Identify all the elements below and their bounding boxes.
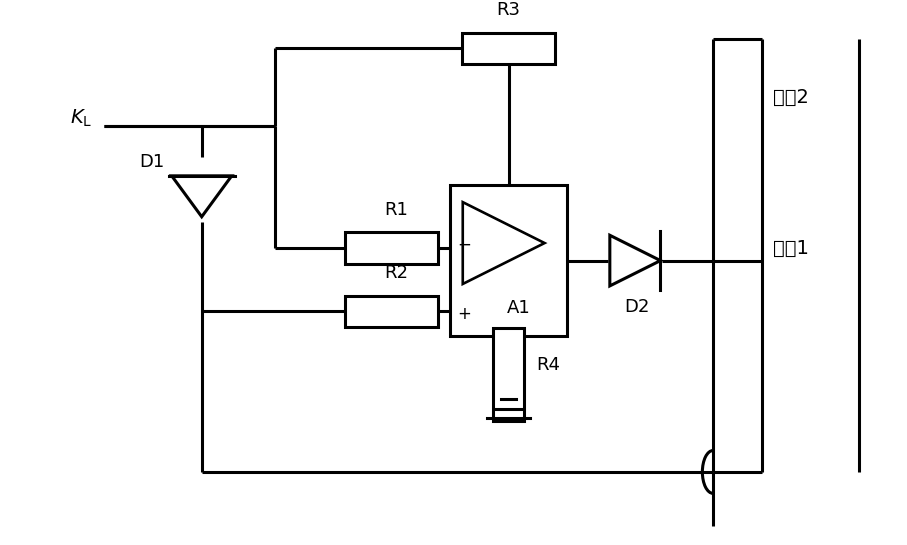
Text: $K_{\mathrm{L}}$: $K_{\mathrm{L}}$ — [71, 108, 93, 129]
Text: 母线2: 母线2 — [774, 87, 809, 106]
Text: D1: D1 — [140, 153, 165, 171]
Text: R1: R1 — [385, 201, 408, 219]
Bar — [345, 295, 438, 327]
Polygon shape — [463, 202, 544, 284]
Text: −: − — [457, 236, 471, 254]
Polygon shape — [171, 176, 231, 217]
Text: R4: R4 — [536, 356, 560, 374]
Bar — [462, 33, 555, 64]
Text: R3: R3 — [496, 1, 521, 19]
Text: A1: A1 — [506, 299, 531, 317]
Bar — [345, 232, 438, 263]
Text: D2: D2 — [624, 298, 649, 316]
Text: R2: R2 — [385, 264, 408, 282]
Bar — [450, 185, 567, 336]
Text: 母线1: 母线1 — [774, 239, 809, 258]
Text: +: + — [457, 305, 471, 323]
Bar — [493, 328, 524, 421]
Polygon shape — [610, 235, 660, 286]
